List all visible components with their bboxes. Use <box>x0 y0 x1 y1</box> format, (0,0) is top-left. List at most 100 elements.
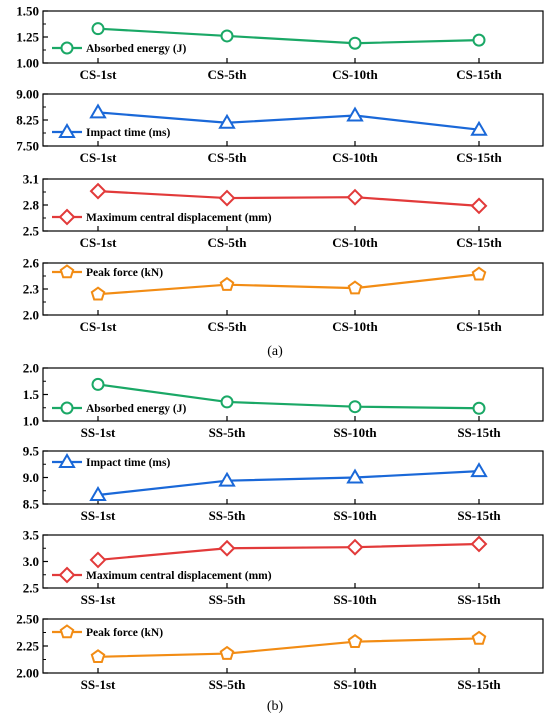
y-tick-label: 2.6 <box>23 256 40 271</box>
y-tick-label: 2.0 <box>23 308 39 323</box>
y-tick-label: 2.5 <box>23 224 40 239</box>
data-point <box>218 471 236 487</box>
y-tick-label: 1.00 <box>16 56 39 71</box>
data-point <box>218 539 236 557</box>
y-tick-label: 1.0 <box>23 414 39 429</box>
y-tick-label: 8.25 <box>16 113 39 128</box>
plot-frame <box>42 10 544 64</box>
x-tick-label: CS-15th <box>456 235 502 250</box>
x-tick-label: CS-1st <box>80 67 118 82</box>
x-tick-label: SS-1st <box>81 677 116 692</box>
series-line <box>97 383 480 410</box>
x-tick-label: SS-15th <box>457 677 501 692</box>
x-tick-label: CS-10th <box>332 235 378 250</box>
data-point <box>91 22 105 36</box>
data-point <box>89 551 107 569</box>
y-tick-label: 2.00 <box>16 666 39 681</box>
legend-marker <box>60 401 74 415</box>
legend-marker <box>58 208 76 226</box>
data-point <box>472 401 486 415</box>
x-tick-label: CS-1st <box>80 150 118 165</box>
data-point <box>472 33 486 47</box>
data-point <box>470 120 488 136</box>
y-tick-label: 7.50 <box>16 139 39 154</box>
data-point <box>470 462 488 478</box>
data-point <box>470 535 488 553</box>
chart-panel-5: 1.0 1.5 2.0 SS-1st SS-5th SS-10th SS-15th Absor… <box>23 361 544 440</box>
y-tick-label: 1.50 <box>16 4 39 19</box>
y-tick-label: 1.25 <box>16 30 39 45</box>
x-tick-label: CS-5th <box>207 319 247 334</box>
legend-marker <box>58 123 76 138</box>
y-tick-label: 2.8 <box>23 198 40 213</box>
series-line <box>97 273 480 296</box>
x-tick-label: SS-15th <box>457 592 501 607</box>
y-tick-label: 9.00 <box>16 87 39 102</box>
x-tick-label: SS-1st <box>81 425 116 440</box>
data-point <box>90 649 106 664</box>
chart-panel-6: 8.5 9.0 9.5 SS-1st SS-5th SS-10th SS-15th Impac… <box>23 444 544 523</box>
legend-marker <box>59 624 75 639</box>
legend-label: Maximum central displacement (mm) <box>86 570 272 582</box>
legend-label: Absorbed energy (J) <box>86 43 186 55</box>
data-point <box>347 280 363 295</box>
x-tick-label: SS-1st <box>81 592 116 607</box>
x-tick-label: CS-5th <box>207 150 247 165</box>
x-tick-label: CS-1st <box>80 319 118 334</box>
x-tick-label: SS-1st <box>81 508 116 523</box>
x-tick-label: SS-10th <box>333 677 377 692</box>
legend-label: Peak force (kN) <box>86 267 163 279</box>
series-line <box>97 111 480 131</box>
data-point <box>348 36 362 50</box>
y-tick-label: 3.1 <box>23 172 39 187</box>
x-tick-label: SS-10th <box>333 425 377 440</box>
series-line <box>97 190 480 207</box>
legend-label: Absorbed energy (J) <box>86 403 186 415</box>
x-tick-label: SS-5th <box>209 508 247 523</box>
data-point <box>348 400 362 414</box>
x-tick-label: CS-5th <box>207 67 247 82</box>
data-point <box>91 377 105 391</box>
data-point <box>346 188 364 206</box>
x-tick-label: SS-5th <box>209 677 247 692</box>
y-tick-label: 9.5 <box>23 444 40 459</box>
y-tick-label: 3.5 <box>23 528 40 543</box>
data-point <box>347 633 363 648</box>
data-point <box>89 486 107 501</box>
legend-marker <box>60 41 74 55</box>
chart-panel-8: 2.00 2.25 2.50 SS-1st SS-5th SS-10th SS-15th Pe… <box>16 612 544 692</box>
legend-label: Maximum central displacement (mm) <box>86 212 272 224</box>
chart-panel-2: 7.50 8.25 9.00 CS-1st CS-5th CS-10th CS-15th Im… <box>16 87 544 165</box>
legend-marker <box>58 566 76 584</box>
chart-panel-7: 2.5 3.0 3.5 SS-1st SS-5th SS-10th SS-15th Maxim… <box>23 528 544 607</box>
x-tick-label: CS-15th <box>456 67 502 82</box>
data-point <box>471 266 487 281</box>
x-tick-label: CS-10th <box>332 67 378 82</box>
x-tick-label: CS-15th <box>456 319 502 334</box>
chart-panel-1: 1.00 1.25 1.50 CS-1st CS-5th CS-10th CS-15th Ab… <box>16 4 544 82</box>
series-line <box>97 637 480 658</box>
legend-label: Impact time (ms) <box>86 457 170 469</box>
chart-panels: 1.00 1.25 1.50 CS-1st CS-5th CS-10th CS-15th Ab… <box>16 4 544 692</box>
data-point <box>346 538 364 556</box>
data-point <box>89 182 107 200</box>
y-tick-label: 9.0 <box>23 470 39 485</box>
y-tick-label: 2.50 <box>16 612 39 627</box>
x-tick-label: SS-10th <box>333 508 377 523</box>
data-point <box>346 106 364 122</box>
data-point <box>90 286 106 301</box>
x-tick-label: SS-10th <box>333 592 377 607</box>
y-tick-label: 2.3 <box>23 282 40 297</box>
y-tick-label: 2.5 <box>23 581 40 596</box>
data-point <box>220 395 234 409</box>
chart-panel-4: 2.0 2.3 2.6 CS-1st CS-5th CS-10th CS-15th Peak … <box>23 256 544 334</box>
data-point <box>220 29 234 43</box>
data-point <box>89 103 107 119</box>
data-point <box>218 189 236 207</box>
x-tick-label: SS-15th <box>457 508 501 523</box>
legend-marker <box>59 264 75 279</box>
y-tick-label: 2.0 <box>23 361 39 376</box>
series-line <box>97 27 480 45</box>
x-tick-label: CS-10th <box>332 150 378 165</box>
